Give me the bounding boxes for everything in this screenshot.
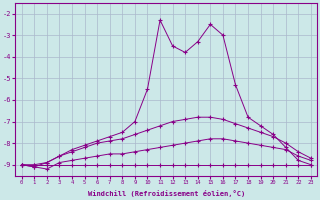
X-axis label: Windchill (Refroidissement éolien,°C): Windchill (Refroidissement éolien,°C) <box>88 190 245 197</box>
